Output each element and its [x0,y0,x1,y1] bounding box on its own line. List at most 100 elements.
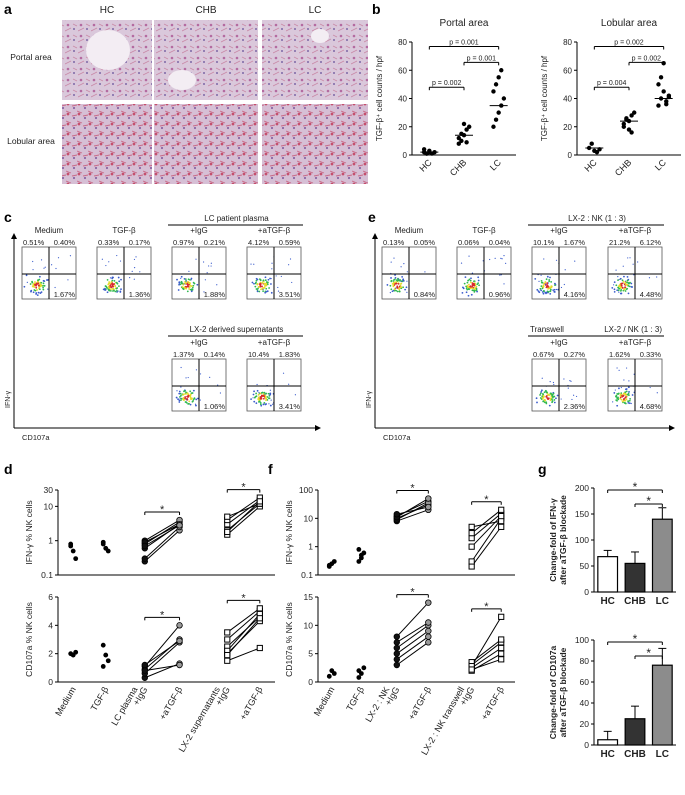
y-tick-label: 0 [584,740,589,750]
flow-dot [265,290,268,293]
quadrant-percent: 0.67% [533,350,555,359]
histology-image [154,104,258,184]
flow-dot [621,287,624,289]
flow-dot [536,288,539,291]
flow-dot [471,283,474,286]
flow-dot [259,279,262,282]
flow-dot [67,279,69,281]
flow-dot [625,288,628,291]
flow-dot [55,267,57,270]
flow-dot [36,280,39,283]
flow-dot [115,287,118,290]
flow-dot [105,285,108,288]
x-axis-label: CD107a [22,433,50,442]
flow-dot [178,390,181,393]
quadrant-percent: 0.97% [173,238,195,247]
flow-dot [33,289,36,291]
quadrant-percent: 1.67% [564,238,586,247]
flow-dot [564,269,566,271]
flow-dot [109,282,112,285]
flow-dot [625,396,627,398]
pair-line [144,664,180,672]
flow-dot [554,284,556,286]
flow-dot [501,258,503,260]
flow-dot [619,277,622,280]
flow-dot [189,403,192,406]
flow-dot [37,291,40,294]
flow-dot [555,397,557,400]
flow-dot [622,394,625,397]
flow-dot [188,281,191,284]
data-point [70,548,76,554]
flow-dot [255,281,257,284]
flow-dot [32,260,34,263]
flow-dot [553,288,556,291]
flow-dot [542,285,545,288]
flow-dot [206,272,208,274]
flow-dot [109,285,112,287]
flow-dot [626,279,629,282]
flow-dot [390,277,392,279]
flow-dot [541,377,543,379]
p-value: p = 0.002 [432,80,461,87]
y-tick-label: 0.1 [301,570,313,580]
flow-dot [391,283,394,285]
data-point [73,649,79,655]
data-point [141,661,148,669]
data-point [501,96,507,101]
flow-dot [550,285,553,288]
flow-dot [551,395,554,398]
flow-dot [196,283,199,286]
data-point [425,599,432,606]
panel-label: c [4,209,12,225]
pair-line [226,497,261,521]
y-tick-label: 0.1 [41,570,53,580]
flow-dot [618,369,620,371]
flow-dot [32,269,34,271]
flow-dot [393,257,395,259]
flow-dot [627,282,630,284]
data-point [459,138,464,144]
flow-dot [555,288,558,291]
flow-plot-title: TGF-β [472,226,496,235]
row-label: Portal area [10,52,52,62]
pair-line [144,640,180,666]
flow-dot [263,402,266,404]
flow-dot [618,278,620,281]
flow-dot [614,395,617,398]
flow-dot [403,263,405,265]
flow-dot [194,403,197,405]
data-point [393,644,400,652]
flow-dot [180,399,182,401]
flow-dot [619,393,622,396]
quadrant-percent: 4.16% [564,290,586,299]
flow-dot [253,400,256,403]
data-point [456,141,461,146]
data-point [658,75,664,80]
flow-dot [394,274,396,276]
data-point [331,559,337,564]
flow-dot [36,289,38,291]
flow-dot [550,280,553,283]
flow-dot [260,404,263,407]
flow-dot [549,392,552,395]
flow-dot [545,285,548,288]
flow-dot [406,280,408,282]
flow-dot [269,404,272,407]
flow-dot [616,399,618,402]
flow-dot [623,398,625,401]
flow-dot [116,254,118,257]
flow-dot [262,288,264,291]
flow-dot [38,288,41,291]
flow-dot [180,394,182,397]
flow-dot [616,367,618,369]
histology-image [262,104,368,184]
pair-line [471,641,502,666]
flow-dot [192,398,195,401]
flow-dot [277,290,280,292]
quadrant-percent: 0.05% [414,238,436,247]
flow-dot [35,286,38,289]
flow-dot [182,287,184,290]
flow-dot [613,290,616,293]
flow-dot [106,291,109,294]
